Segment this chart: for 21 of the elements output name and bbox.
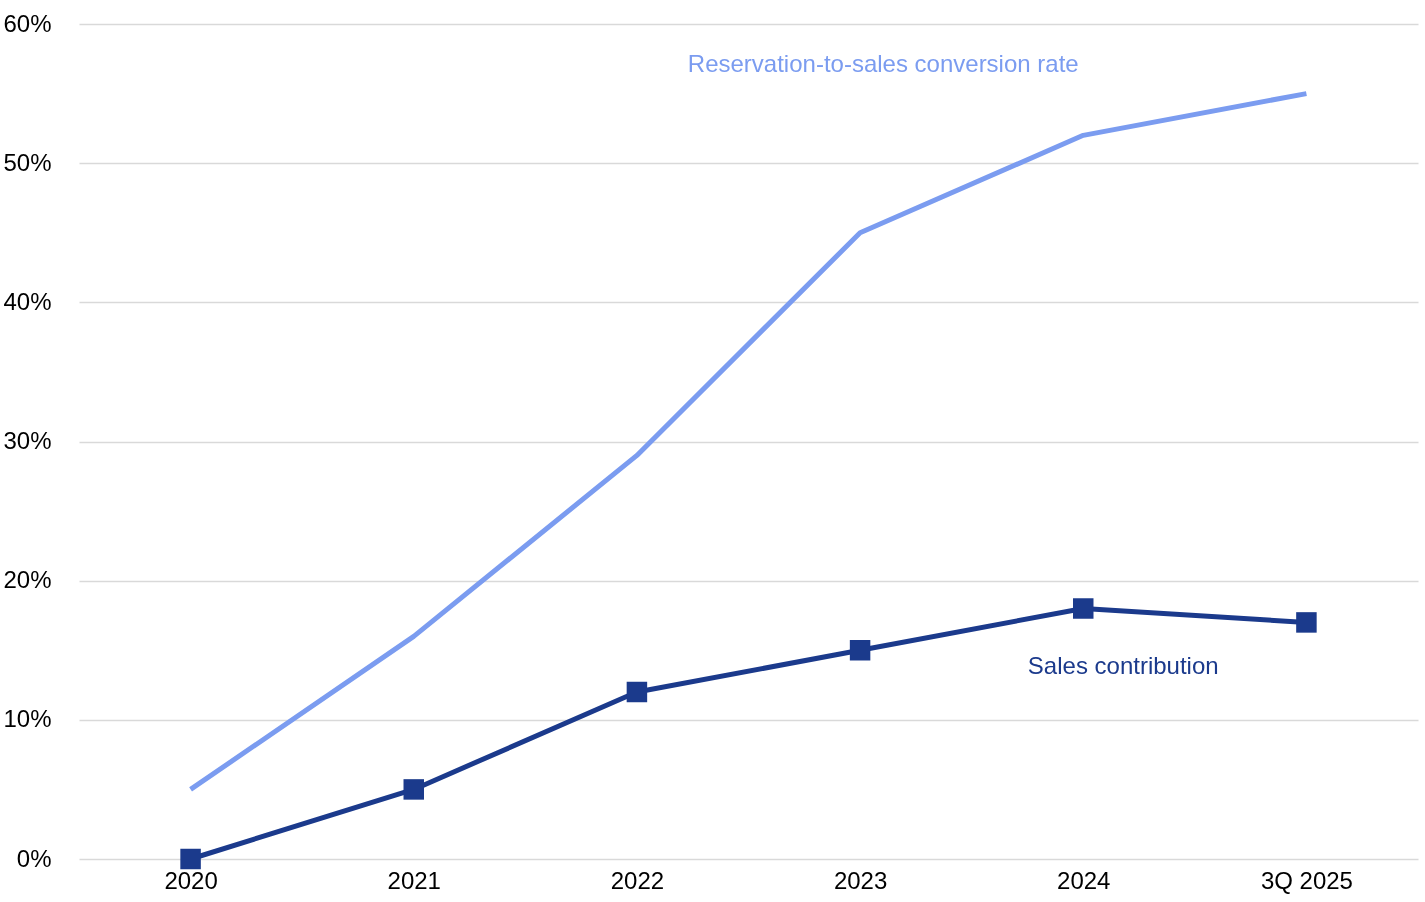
- x-tick-label: 2024: [1057, 866, 1111, 894]
- point: [849, 640, 871, 661]
- y-tick-label: 0%: [16, 844, 52, 872]
- x-tick-label: 2021: [387, 866, 441, 894]
- x-tick-label: 2022: [610, 866, 665, 894]
- x-tick-label: 2020: [164, 866, 218, 894]
- y-tick-label: 40%: [3, 287, 52, 315]
- y-tick-label: 30%: [3, 427, 52, 454]
- point: [403, 779, 424, 800]
- y-tick-label: 20%: [3, 566, 52, 594]
- x-tick-label: 2023: [833, 866, 888, 894]
- text: Reservation-to-sales conversion rate: [687, 50, 1079, 78]
- y-tick-label: 10%: [3, 705, 52, 733]
- point: [626, 681, 648, 703]
- series-label: Sales contribution: [1027, 651, 1219, 679]
- point: [180, 848, 201, 870]
- point: [1073, 598, 1094, 619]
- y-tick-label: 50%: [3, 148, 52, 176]
- x-tick-label: 3Q 2025: [1260, 866, 1353, 894]
- point: [1296, 612, 1317, 633]
- y-tick-label: 60%: [3, 9, 52, 37]
